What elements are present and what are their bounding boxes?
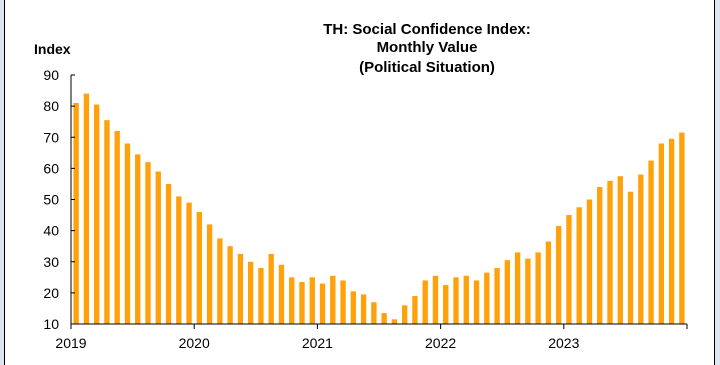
y-tick-label: 60 [43, 160, 59, 176]
bar-2022-09 [525, 258, 531, 324]
bar-2019-02 [83, 93, 90, 324]
bar-2023-02 [576, 207, 582, 324]
bar-2020-04 [227, 246, 233, 324]
bar-series [73, 93, 685, 324]
bar-2022-05 [484, 272, 490, 324]
bar-2023-10 [658, 143, 664, 324]
bar-2019-07 [135, 154, 141, 324]
bar-2019-01 [73, 103, 79, 324]
chart-title: TH: Social Confidence Index: Monthly Val… [323, 21, 531, 76]
bar-2020-12 [309, 277, 315, 324]
bar-2019-09 [155, 171, 161, 324]
x-tick-label: 2019 [55, 335, 86, 351]
bar-2019-04 [104, 120, 110, 324]
bar-2023-07 [627, 191, 634, 324]
y-axis: 10 20 30 40 50 60 70 80 90 [43, 67, 75, 332]
chart-title-line-3: (Political Situation) [359, 59, 495, 76]
bar-2019-11 [176, 196, 182, 324]
bar-2019-03 [94, 104, 100, 324]
bar-2022-03 [463, 275, 469, 324]
bar-2023-03 [586, 199, 593, 324]
y-tick-label: 20 [43, 285, 59, 301]
bar-2023-05 [607, 180, 613, 324]
bar-2020-05 [237, 253, 244, 324]
y-axis-label: Index [34, 41, 71, 57]
bar-2021-12 [432, 275, 439, 324]
bar-2023-06 [617, 176, 623, 324]
x-tick-label: 2023 [548, 335, 579, 351]
bar-2022-10 [535, 252, 541, 324]
bar-2023-09 [648, 160, 654, 324]
bar-2019-06 [124, 143, 131, 324]
bar-2021-07 [381, 313, 387, 324]
bar-2023-01 [566, 215, 572, 324]
bar-2023-04 [597, 187, 603, 324]
bar-2021-02 [330, 275, 336, 324]
bar-2022-11 [545, 241, 552, 324]
y-tick-label: 80 [43, 98, 59, 114]
bar-2021-05 [360, 294, 367, 324]
bar-2022-04 [473, 280, 480, 324]
bar-2021-03 [340, 280, 346, 324]
bar-2020-08 [268, 253, 274, 324]
bar-2022-07 [504, 260, 510, 324]
bar-2022-06 [494, 267, 500, 324]
bar-2020-01 [196, 211, 202, 324]
x-tick-label: 2022 [425, 335, 456, 351]
x-tick-label: 2020 [179, 335, 210, 351]
bar-2022-02 [453, 277, 459, 324]
bar-2020-09 [278, 264, 285, 324]
bar-2021-06 [371, 302, 377, 324]
bar-2022-08 [514, 252, 521, 324]
bar-2021-04 [350, 291, 356, 324]
bar-2022-12 [556, 225, 562, 324]
bar-2023-12 [679, 132, 685, 324]
chart-frame: TH: Social Confidence Index: Monthly Val… [4, 0, 715, 365]
bar-2020-02 [206, 224, 213, 324]
bar-2020-10 [289, 277, 295, 324]
bar-2022-01 [443, 285, 449, 324]
bar-2019-12 [186, 202, 192, 324]
bar-2020-11 [299, 281, 305, 324]
bar-2021-01 [319, 283, 326, 324]
bar-2021-08 [391, 319, 398, 324]
bar-2020-06 [248, 261, 254, 324]
chart-svg: TH: Social Confidence Index: Monthly Val… [34, 21, 688, 351]
bar-2021-11 [422, 280, 428, 324]
y-tick-label: 70 [43, 129, 59, 145]
bar-2023-08 [638, 174, 644, 324]
chart-title-line-1: TH: Social Confidence Index: [323, 21, 531, 38]
x-axis: 2019 2020 2021 2022 2023 [55, 323, 688, 351]
bar-2020-03 [217, 238, 223, 324]
bar-2019-10 [165, 183, 172, 324]
y-tick-label: 30 [43, 254, 59, 270]
y-tick-label: 40 [43, 223, 59, 239]
bar-2019-05 [114, 131, 120, 324]
y-tick-label: 50 [43, 192, 59, 208]
bar-2019-08 [145, 162, 151, 324]
y-tick-label: 90 [43, 67, 59, 83]
bar-2023-11 [668, 138, 675, 324]
x-tick-label: 2021 [302, 335, 333, 351]
y-tick-label: 10 [43, 316, 59, 332]
bar-2020-07 [258, 267, 264, 324]
bar-2021-09 [402, 305, 408, 324]
bar-2021-10 [412, 295, 418, 324]
chart-title-line-2: Monthly Value [377, 39, 478, 56]
